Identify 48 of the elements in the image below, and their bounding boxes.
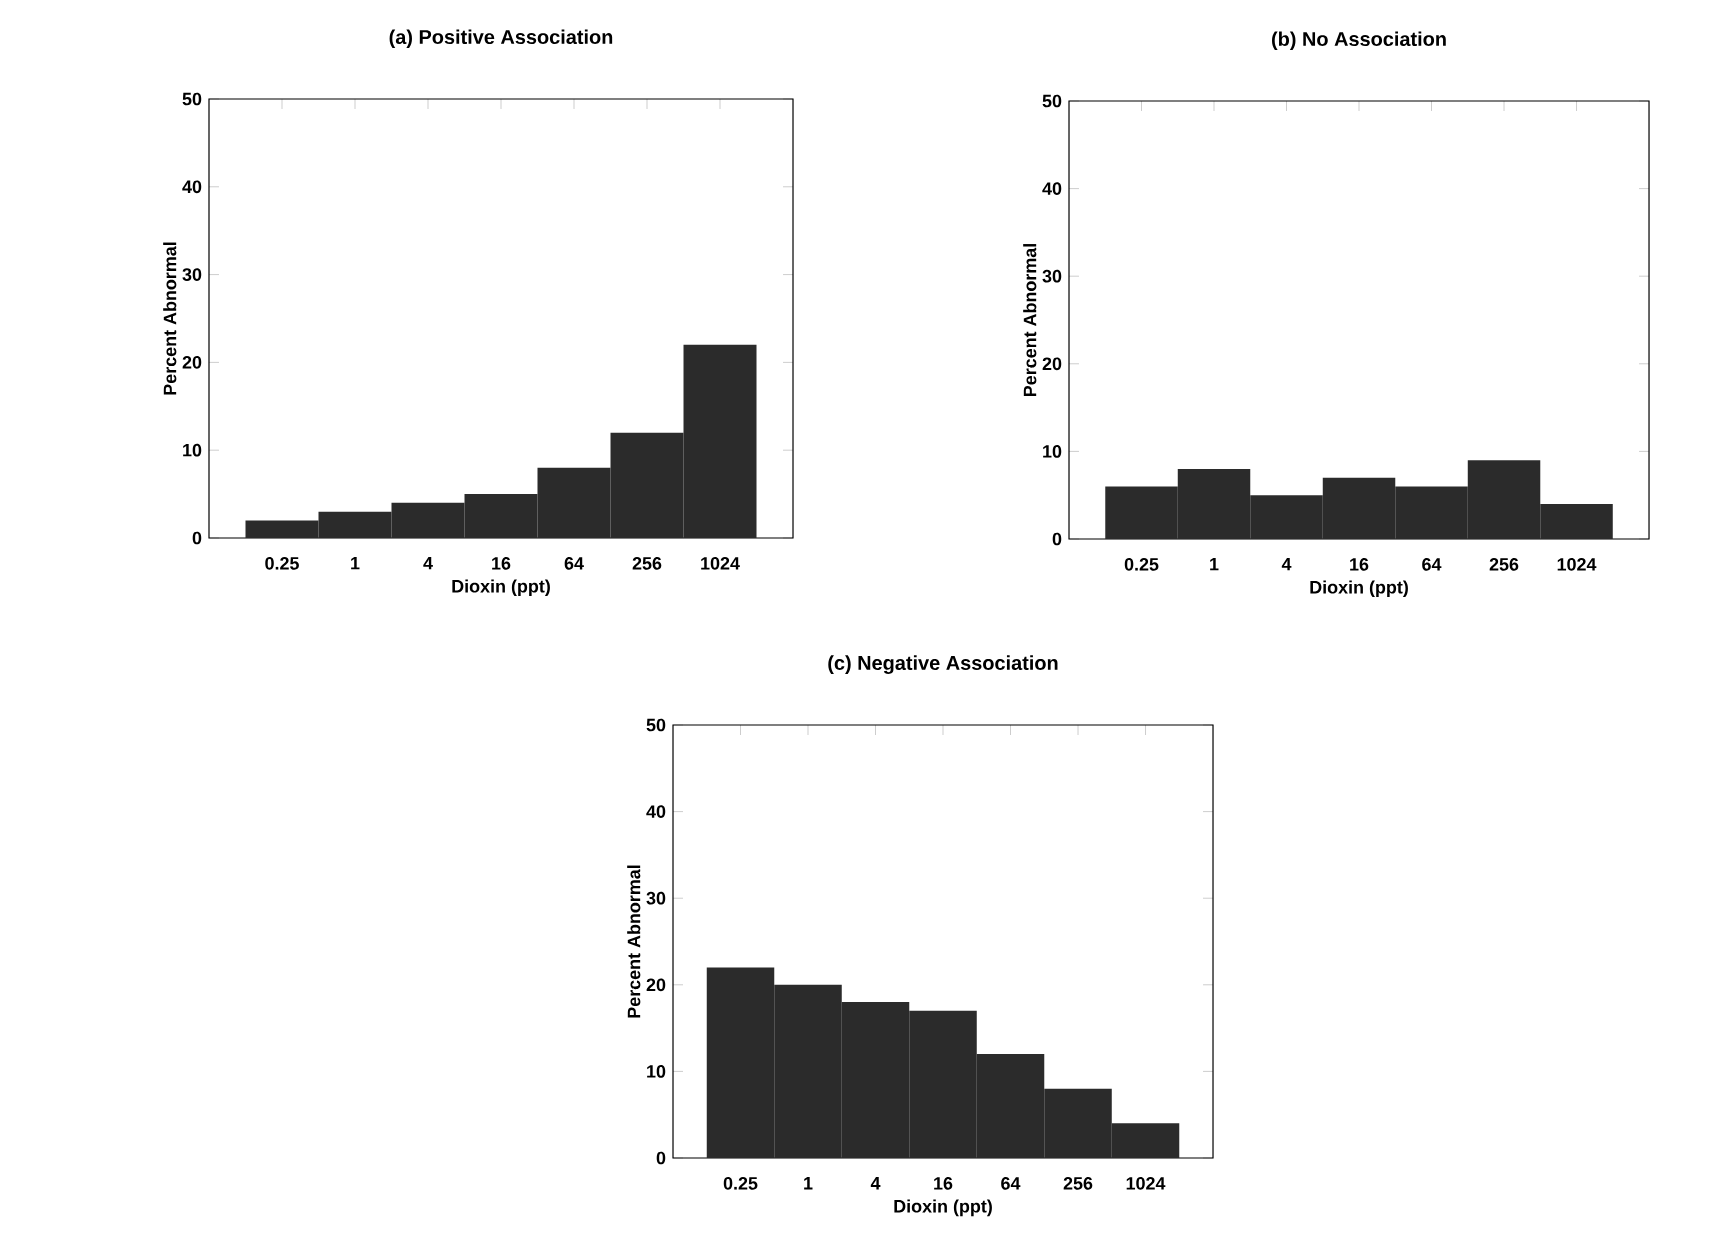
x-tick-label: 256: [1489, 558, 1519, 571]
chart-title: (b) No Association: [1272, 31, 1446, 50]
chart-title: (c) Negative Association: [828, 655, 1058, 674]
x-axis-title: Dioxin (ppt): [452, 579, 550, 597]
x-tick-label: 1024: [701, 557, 740, 570]
y-tick-label: 0: [192, 531, 202, 545]
x-tick-label: 1: [351, 557, 360, 570]
x-tick-label: 1: [1210, 558, 1219, 571]
x-tick-label: 0.25: [265, 557, 299, 570]
y-tick-label: 20: [646, 978, 666, 992]
chart-title: (a) Positive Association: [389, 29, 613, 48]
y-tick-label: 20: [1042, 357, 1062, 371]
y-tick-label: 50: [182, 92, 202, 106]
y-axis-title: Percent Abnormal: [163, 242, 177, 395]
y-tick-label: 20: [182, 356, 202, 369]
x-axis-title: Dioxin (ppt): [1310, 580, 1408, 598]
x-tick-label: 16: [492, 557, 511, 570]
x-tick-label: 4: [423, 557, 433, 570]
y-tick-label: 0: [1052, 532, 1062, 546]
y-tick-label: 50: [1042, 94, 1062, 108]
x-tick-label: 0.25: [1124, 558, 1159, 571]
y-axis-title: Percent Abnormal: [1023, 244, 1037, 397]
y-tick-label: 40: [646, 805, 666, 818]
y-tick-label: 30: [1042, 269, 1062, 283]
x-tick-label: 16: [1350, 558, 1369, 571]
y-tick-label: 30: [182, 268, 202, 281]
y-tick-label: 40: [1042, 182, 1062, 195]
x-tick-label: 1: [804, 1177, 813, 1190]
y-tick-label: 10: [1043, 445, 1062, 458]
y-tick-label: 30: [646, 891, 666, 905]
x-tick-label: 0.25: [723, 1177, 758, 1190]
y-axis-title: Percent Abnormal: [627, 865, 641, 1018]
x-tick-label: 4: [1281, 558, 1292, 571]
x-tick-label: 256: [1063, 1177, 1093, 1190]
x-tick-label: 256: [632, 557, 662, 570]
y-tick-label: 50: [646, 718, 666, 732]
x-tick-label: 1024: [1126, 1177, 1166, 1190]
y-tick-label: 10: [183, 443, 202, 457]
y-tick-label: 40: [182, 180, 202, 194]
x-tick-label: 16: [934, 1177, 953, 1190]
y-tick-label: 10: [647, 1065, 666, 1078]
x-tick-label: 64: [1001, 1177, 1021, 1190]
x-tick-label: 64: [1422, 558, 1442, 571]
y-tick-label: 0: [656, 1151, 666, 1165]
x-tick-label: 4: [870, 1177, 881, 1190]
x-axis-title: Dioxin (ppt): [894, 1199, 992, 1217]
x-tick-label: 1024: [1557, 558, 1597, 571]
x-tick-label: 64: [564, 557, 584, 570]
